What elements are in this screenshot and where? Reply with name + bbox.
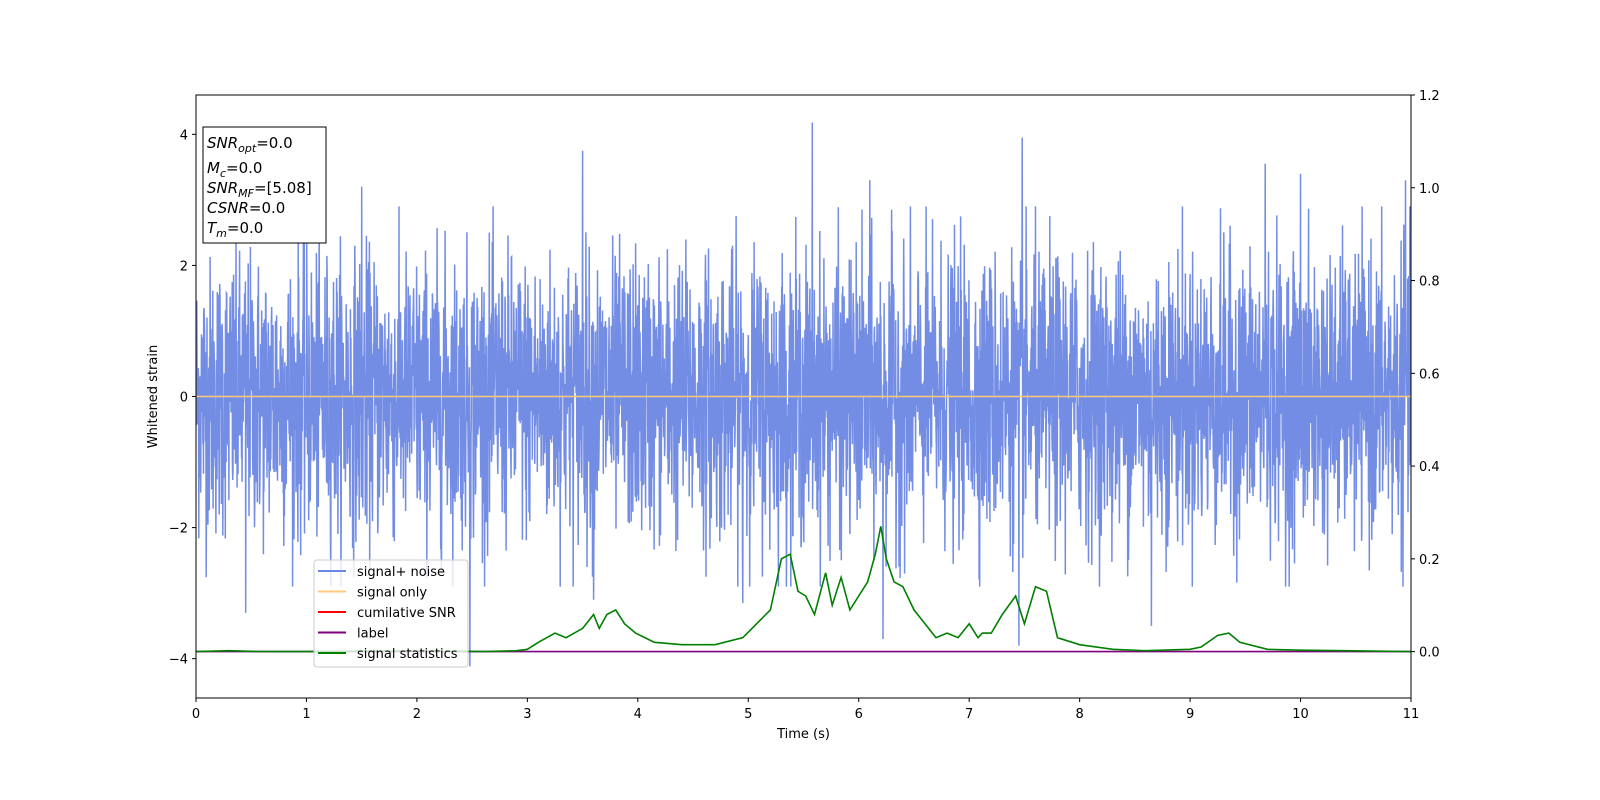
info-box-line: SNRMF=[5.08] [207, 179, 312, 200]
x-tick-label: 6 [855, 707, 863, 722]
x-tick-label: 11 [1403, 707, 1420, 722]
y-axis-label: Whitened strain [146, 345, 161, 448]
y-axis-right: 0.0 0.2 0.4 0.6 0.8 1.0 1.2 [1411, 89, 1440, 661]
y-tick-label-right: 1.2 [1419, 89, 1440, 104]
x-tick-label: 5 [744, 707, 752, 722]
y-tick-label-right: 0.8 [1419, 275, 1440, 290]
y-tick-label-right: 0.6 [1419, 367, 1440, 382]
x-tick-label: 2 [413, 707, 421, 722]
x-tick-label: 4 [634, 707, 642, 722]
y-tick-label-right: 0.2 [1419, 553, 1440, 568]
y-tick-label-left: −4 [169, 653, 188, 668]
y-axis-left: −4 −2 0 2 4 [169, 128, 196, 668]
legend-label: label [357, 627, 388, 642]
legend: signal+ noise signal only cumilative SNR la… [313, 559, 469, 668]
legend-label: signal statistics [357, 647, 458, 662]
legend-label: signal+ noise [357, 565, 445, 580]
x-tick-label: 8 [1075, 707, 1083, 722]
x-tick-label: 0 [192, 707, 200, 722]
series-line-signal-noise [196, 122, 1411, 667]
info-box-line: SNRopt=0.0 [207, 134, 293, 155]
legend-frame [313, 559, 469, 668]
x-tick-label: 7 [965, 707, 973, 722]
y-tick-label-left: 4 [180, 128, 188, 143]
x-tick-label: 3 [523, 707, 531, 722]
y-tick-label-left: 2 [180, 259, 188, 274]
y-tick-label-left: 0 [180, 391, 188, 406]
x-tick-label: 1 [302, 707, 310, 722]
y-tick-label-right: 0.4 [1419, 460, 1440, 475]
info-box-frame [202, 126, 327, 244]
y-tick-label-left: −2 [169, 522, 188, 537]
info-box-line: Mc=0.0 [207, 159, 262, 180]
x-tick-label: 9 [1186, 707, 1194, 722]
y-tick-label-right: 0.0 [1419, 646, 1440, 661]
info-box-line: CSNR=0.0 [207, 199, 285, 217]
info-box-line: Tm=0.0 [207, 219, 263, 240]
series-line-signal-statistics [196, 526, 1411, 653]
legend-label: signal only [357, 586, 427, 601]
y-tick-label-right: 1.0 [1419, 182, 1440, 197]
x-axis-label: Time (s) [776, 727, 830, 742]
x-tick-label: 10 [1292, 707, 1309, 722]
legend-label: cumilative SNR [357, 606, 456, 621]
x-axis: 0 1 2 3 4 5 6 7 8 9 10 11 [192, 698, 1419, 722]
